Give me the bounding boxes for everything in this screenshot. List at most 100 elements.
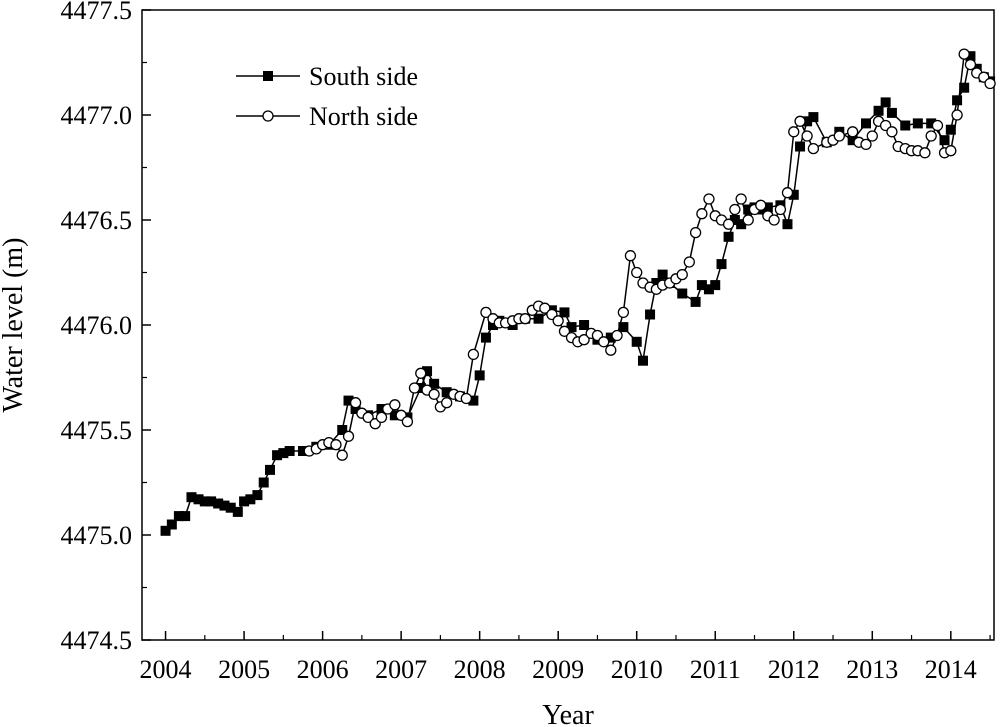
legend-item: North side [236, 102, 418, 131]
y-tick-label: 4477.0 [61, 101, 133, 130]
x-tick-label: 2014 [925, 655, 977, 684]
x-tick-label: 2013 [846, 655, 898, 684]
data-point [631, 336, 642, 347]
data-point [683, 256, 695, 268]
data-point [408, 382, 421, 394]
data-point [925, 130, 937, 142]
data-point [723, 231, 734, 242]
data-point [258, 477, 269, 488]
data-point [919, 147, 931, 159]
data-point [677, 288, 688, 299]
data-point [689, 226, 702, 239]
x-tick-label: 2005 [218, 655, 270, 684]
series-north-side [303, 48, 996, 461]
legend-marker [263, 71, 273, 81]
data-point [336, 449, 348, 461]
data-point [861, 118, 872, 129]
x-tick-label: 2012 [768, 655, 820, 684]
data-point [735, 193, 747, 205]
data-point [722, 218, 735, 230]
y-axis-title: Water level (m) [0, 238, 29, 413]
data-point [617, 306, 630, 319]
data-point [873, 105, 884, 116]
data-point [637, 355, 648, 366]
data-point [807, 142, 820, 155]
data-point [578, 334, 590, 346]
y-tick-label: 4476.5 [61, 206, 133, 235]
data-point [415, 367, 427, 379]
data-point [729, 203, 741, 216]
data-point [559, 307, 570, 318]
legend-marker [262, 110, 274, 122]
y-tick-label: 4475.5 [61, 416, 133, 445]
data-point [808, 112, 819, 123]
data-point [232, 506, 243, 517]
data-point [166, 519, 177, 530]
data-point [964, 58, 977, 71]
data-point [330, 439, 342, 451]
data-point [742, 214, 754, 226]
data-point [467, 348, 480, 361]
data-point [794, 115, 806, 127]
x-tick-label: 2006 [297, 655, 349, 684]
data-point [605, 344, 617, 356]
data-point [774, 203, 787, 216]
data-point [349, 397, 362, 409]
data-point [945, 145, 957, 157]
series-south-side [160, 51, 996, 536]
x-tick-label: 2008 [454, 655, 506, 684]
data-point [880, 97, 891, 108]
data-point [657, 269, 668, 280]
data-point [631, 266, 643, 279]
data-point [180, 511, 191, 522]
data-point [886, 126, 898, 138]
data-point [833, 130, 845, 142]
y-tick-label: 4476.0 [61, 311, 133, 340]
data-point [474, 370, 485, 381]
data-point [716, 259, 727, 270]
data-point [696, 208, 708, 220]
data-point [428, 388, 440, 400]
data-point [710, 280, 721, 291]
data-point [931, 119, 944, 132]
data-point [703, 193, 715, 205]
data-point [952, 95, 963, 106]
data-point [755, 199, 767, 211]
legend-label: South side [309, 62, 418, 91]
data-point [939, 135, 950, 146]
data-point [429, 378, 440, 389]
data-point [252, 490, 263, 501]
data-point [788, 126, 800, 138]
x-tick-label: 2009 [532, 655, 584, 684]
data-point [441, 397, 453, 409]
data-point [624, 250, 637, 262]
data-point [645, 309, 656, 320]
data-point [460, 392, 472, 405]
data-point [958, 48, 970, 60]
data-point [690, 296, 701, 307]
data-point [264, 464, 275, 475]
y-tick-label: 4475.0 [61, 521, 133, 550]
data-point [781, 187, 794, 199]
data-point [480, 306, 492, 319]
data-point [160, 525, 171, 536]
data-point [801, 130, 813, 142]
data-point [533, 313, 544, 324]
data-point [342, 430, 355, 442]
legend-label: North side [309, 102, 418, 131]
data-point [945, 124, 956, 135]
data-point [886, 107, 897, 118]
x-tick-label: 2010 [611, 655, 663, 684]
data-point [389, 399, 401, 411]
x-tick-label: 2004 [140, 655, 192, 684]
data-point [611, 329, 623, 342]
data-point [951, 109, 963, 121]
data-point [375, 411, 388, 424]
data-point [480, 332, 491, 343]
data-point [795, 141, 806, 152]
data-point [539, 302, 551, 314]
legend: South side North side [236, 62, 418, 131]
data-point [768, 214, 780, 226]
